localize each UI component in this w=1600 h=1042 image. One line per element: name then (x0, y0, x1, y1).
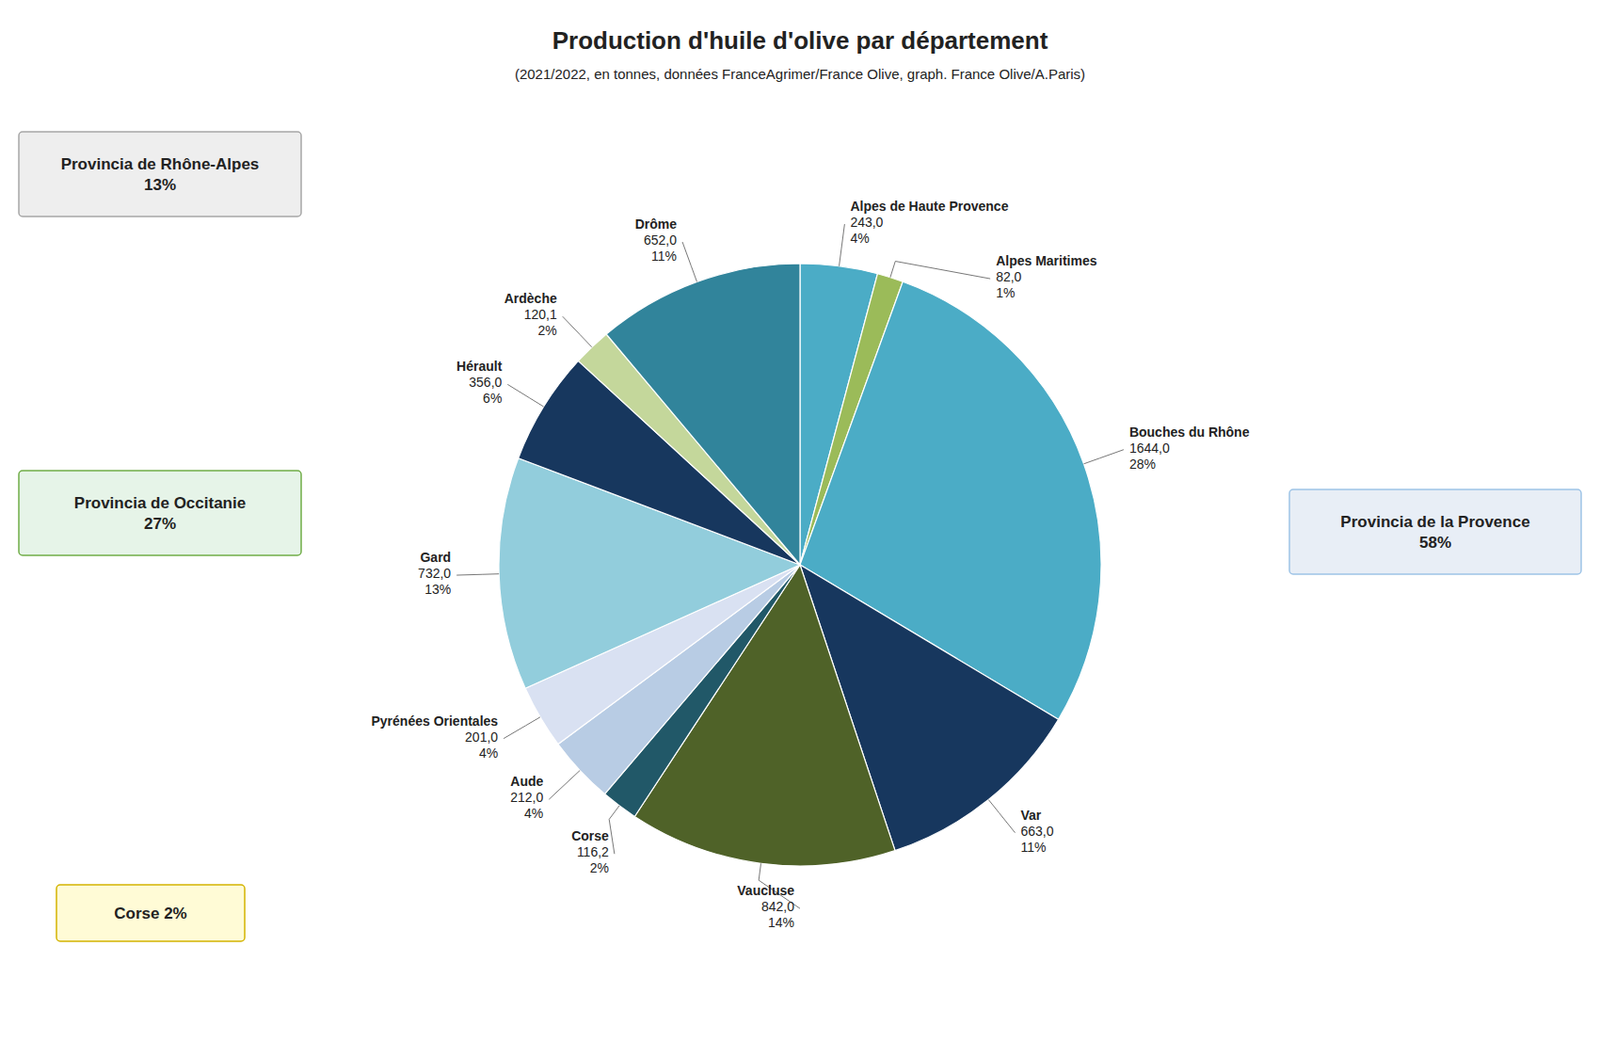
annotation: Corse 2% (113, 904, 187, 923)
chart: Production d'huile d'olive par départeme… (0, 0, 1600, 1042)
slice-label: Var (1020, 807, 1041, 823)
leader-line (839, 224, 846, 267)
annotation: Provincia de Occitanie 27% (74, 494, 246, 533)
pie-slice (606, 263, 800, 565)
annotation-line: Provincia de Rhône-Alpes (61, 155, 260, 174)
chart-container: Production d'huile d'olive par départeme… (0, 0, 1600, 1042)
share-label: 1% (995, 285, 1015, 301)
share-label: 11% (651, 248, 677, 264)
annotation-line: Provincia de la Provence (1340, 512, 1530, 531)
leader-line (456, 574, 499, 576)
slice-label: Bouches du Rhône (1129, 424, 1250, 440)
data-label: 652,0 (643, 232, 677, 248)
leader-line (890, 261, 991, 280)
annotation-box (18, 470, 302, 556)
annotation: Provincia de la Provence 58% (1340, 512, 1530, 552)
share-label: 14% (768, 914, 795, 930)
leader-line (548, 769, 580, 800)
pie (498, 263, 1102, 866)
share-label: 13% (424, 581, 451, 597)
annotation-box (18, 131, 302, 217)
data-label: 842,0 (761, 898, 795, 914)
background (0, 0, 1600, 1042)
annotation-line: Provincia de Occitanie (74, 494, 246, 512)
data-label: 356,0 (468, 374, 502, 390)
share-label: 4% (479, 745, 498, 761)
data-label: 243,0 (849, 214, 883, 230)
leader-line (682, 241, 697, 282)
annotation-box (1289, 489, 1582, 575)
slice-label: Ardèche (504, 290, 558, 306)
annotation-line: 27% (144, 514, 176, 533)
share-label: 2% (590, 860, 609, 876)
share-label: 4% (524, 805, 544, 821)
data-label: 82,0 (995, 269, 1022, 285)
slice-label: Gard (419, 549, 451, 565)
pie-labels: Alpes de Haute Provence243,04%Alpes Mari… (370, 198, 1249, 930)
slice-label: Drôme (635, 216, 678, 232)
data-label: 212,0 (510, 789, 544, 805)
share-label: 6% (482, 390, 502, 406)
data-label: 116,2 (576, 844, 609, 860)
share-label: 2% (538, 322, 558, 338)
annotations: Provincia de Rhône-Alpes13%Provincia de … (18, 131, 1582, 942)
slice-label: Aude (510, 773, 544, 789)
subtitle: (2021/2022, en tonnes, données FranceAgr… (514, 65, 1086, 82)
data-label: 732,0 (417, 565, 451, 581)
slice-label: Alpes Maritimes (995, 253, 1098, 269)
leader-line (988, 800, 1015, 833)
leader-line (608, 805, 620, 854)
leader-line (507, 384, 544, 407)
annotation-line: Corse 2% (113, 904, 187, 923)
data-label: 1644,0 (1129, 440, 1170, 456)
leader-line (503, 717, 541, 739)
annotation: Provincia de Rhône-Alpes 13% (61, 155, 260, 194)
data-label: 663,0 (1020, 823, 1054, 839)
annotation-line: 13% (144, 176, 176, 194)
leader-line (562, 316, 592, 348)
annotation-line: 58% (1419, 533, 1452, 552)
share-label: 4% (849, 230, 869, 246)
leader-line (1084, 449, 1124, 464)
slice-label: Pyrénées Orientales (370, 713, 498, 729)
slice-label: Vaucluse (736, 882, 795, 898)
share-label: 28% (1129, 456, 1156, 472)
data-label: 201,0 (464, 729, 498, 745)
title: Production d'huile d'olive par départeme… (552, 26, 1049, 55)
slice-label: Hérault (456, 358, 503, 374)
share-label: 11% (1020, 839, 1046, 855)
slice-label: Corse (571, 828, 609, 844)
annotation-box (56, 884, 245, 942)
data-label: 120,1 (524, 306, 558, 322)
slice-label: Alpes de Haute Provence (849, 198, 1008, 214)
